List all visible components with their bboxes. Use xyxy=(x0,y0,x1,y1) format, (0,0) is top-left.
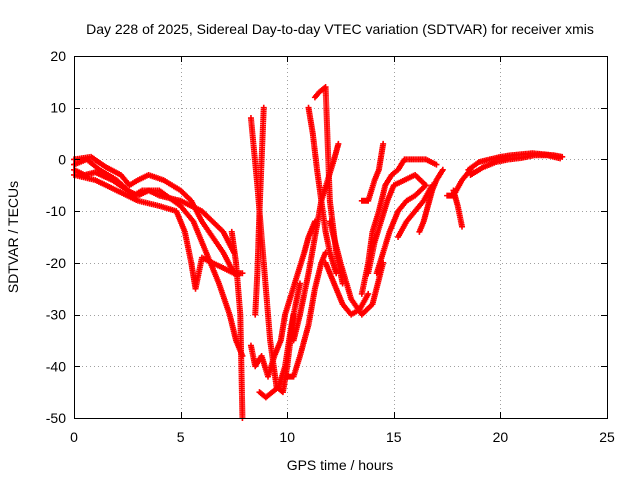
y-tick-label: 10 xyxy=(50,100,66,116)
data-point-markers xyxy=(290,140,342,344)
data-point-markers xyxy=(252,104,267,318)
series-track-5 xyxy=(228,228,246,421)
data-point-markers xyxy=(256,280,303,401)
y-tick-label: -10 xyxy=(46,203,66,219)
x-tick-label: 5 xyxy=(177,429,185,445)
series-track-18 xyxy=(373,182,429,277)
y-tick-label: 0 xyxy=(58,151,66,167)
data-layer xyxy=(71,84,566,421)
chart-title: Day 228 of 2025, Sidereal Day-to-day VTE… xyxy=(86,21,594,37)
y-tick-label: 20 xyxy=(50,48,66,64)
x-tick-label: 10 xyxy=(279,429,295,445)
y-tick-label: -20 xyxy=(46,255,66,271)
data-point-markers xyxy=(416,166,446,235)
y-tick-label: -40 xyxy=(46,358,66,374)
data-point-markers xyxy=(71,156,246,359)
data-point-markers xyxy=(284,249,329,380)
series-track-10 xyxy=(284,249,329,380)
x-tick-label: 0 xyxy=(70,429,78,445)
data-point-markers xyxy=(358,140,387,204)
data-point-markers xyxy=(365,171,429,277)
series-track-23 xyxy=(450,187,466,230)
y-tick-labels: 20 10 0 -10 -20 -30 -40 -50 xyxy=(46,48,66,426)
y-tick-label: -30 xyxy=(46,307,66,323)
series-track-21 xyxy=(416,166,446,235)
x-tick-labels: 0 5 10 15 20 25 xyxy=(70,429,615,445)
series-track-20 xyxy=(358,140,387,204)
series-track-13 xyxy=(290,140,342,344)
data-point-markers xyxy=(373,182,429,277)
data-point-markers xyxy=(228,228,246,421)
tick-layer xyxy=(74,56,608,419)
grid-layer xyxy=(74,56,607,418)
data-point-markers xyxy=(450,187,466,230)
y-axis-title: SDTVAR / TECUs xyxy=(5,181,21,293)
data-point-markers xyxy=(326,218,387,318)
data-point-markers xyxy=(358,156,440,297)
plot-frame xyxy=(74,56,608,419)
series-track-2 xyxy=(71,156,246,359)
series-track-8 xyxy=(252,104,267,318)
data-point-markers xyxy=(467,152,564,178)
series-track-17 xyxy=(365,171,429,277)
y-tick-label: -50 xyxy=(46,410,66,426)
series-track-25 xyxy=(467,152,564,178)
x-tick-label: 20 xyxy=(493,429,509,445)
x-tick-label: 15 xyxy=(386,429,402,445)
x-tick-label: 25 xyxy=(599,429,615,445)
series-track-16 xyxy=(358,156,440,297)
series-track-15 xyxy=(326,218,387,318)
x-axis-title: GPS time / hours xyxy=(287,457,394,473)
series-track-9 xyxy=(256,280,303,401)
